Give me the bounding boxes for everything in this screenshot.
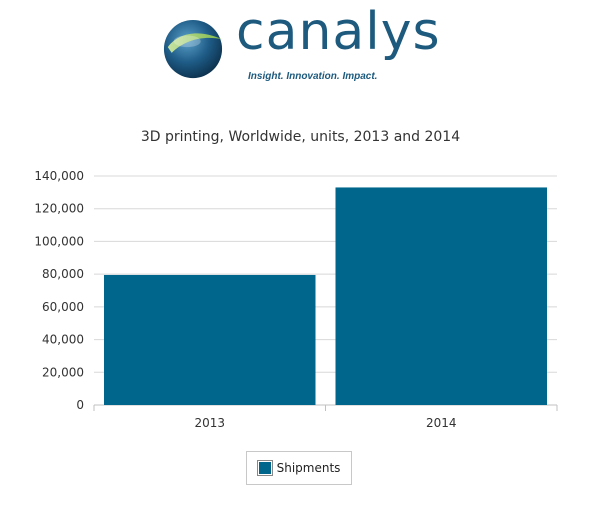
legend-swatch (256, 460, 273, 476)
logo-tagline: Insight. Innovation. Impact. (248, 71, 378, 82)
y-tick-label: 60,000 (42, 300, 84, 314)
y-tick-label: 40,000 (42, 333, 84, 347)
y-tick-label: 120,000 (34, 202, 84, 216)
canalys-logo: canalys Insight. Innovation. Impact. (160, 6, 450, 88)
x-tick-label: 2013 (194, 416, 225, 430)
globe-logo-icon (163, 19, 223, 79)
y-tick-label: 0 (76, 398, 84, 412)
y-tick-label: 20,000 (42, 365, 84, 379)
y-tick-label: 80,000 (42, 267, 84, 281)
x-tick-label: 2014 (426, 416, 457, 430)
logo-wordmark: canalys (236, 2, 441, 62)
legend[interactable]: Shipments (246, 451, 352, 485)
y-tick-label: 140,000 (34, 169, 84, 183)
chart-title: 3D printing, Worldwide, units, 2013 and … (140, 129, 461, 145)
legend-label-shipments: Shipments (276, 461, 341, 475)
y-tick-label: 100,000 (34, 234, 84, 248)
bar (104, 274, 316, 405)
bar (335, 187, 547, 405)
